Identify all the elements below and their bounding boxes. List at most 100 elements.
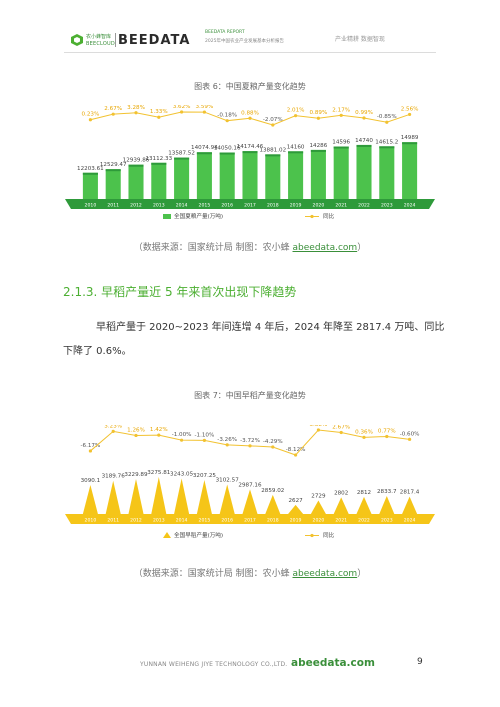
fig6-bar-top-2012 bbox=[128, 164, 144, 167]
fig6-value-label-2013: 13112.33 bbox=[145, 156, 172, 162]
fig7-yoy-point-2018 bbox=[271, 445, 275, 449]
fig7-tick-2019: 2019 bbox=[290, 518, 302, 524]
figure7-source: （数据来源：国家统计局 制图：农小蜂 abeedata.com） bbox=[0, 566, 500, 579]
fig6-bar-2019 bbox=[288, 151, 304, 199]
fig6-pct-label-2017: 0.88% bbox=[241, 110, 259, 116]
fig6-bar-2014 bbox=[174, 157, 190, 199]
page-header: 农小蜂智库 BEECLOUD BEEDATA BEEDATA REPORT 20… bbox=[0, 0, 500, 56]
fig6-tick-2015: 2015 bbox=[199, 203, 211, 209]
figure6-chart: 12203.61 2010 0.23% 12529.47 2011 2.67% 12939.… bbox=[65, 105, 435, 220]
figure6-source-prefix: （数据来源：国家统计局 制图：农小蜂 bbox=[133, 243, 293, 253]
fig6-pct-label-2023: -0.85% bbox=[377, 114, 397, 120]
fig6-tick-2019: 2019 bbox=[290, 203, 302, 209]
fig7-yoy-point-2013 bbox=[157, 433, 161, 437]
fig7-yoy-point-2014 bbox=[180, 438, 184, 442]
fig7-yoy-point-2015 bbox=[202, 438, 206, 442]
fig6-value-label-2015: 14074.94 bbox=[191, 145, 218, 151]
fig7-pct-label-2010: -6.17% bbox=[81, 443, 101, 449]
figure7-source-suffix: ） bbox=[357, 569, 367, 579]
figure6-source-link[interactable]: abeedata.com bbox=[292, 243, 358, 253]
paragraph-line-1: 早稻产量于 2020~2023 年间连增 4 年后，2024 年降至 2817.… bbox=[96, 322, 445, 333]
fig6-pct-label-2019: 2.01% bbox=[287, 108, 305, 114]
fig7-yoy-point-2010 bbox=[88, 449, 92, 453]
fig6-yoy-point-2011 bbox=[111, 112, 115, 116]
footer-site-link[interactable]: abeedata.com bbox=[291, 657, 375, 669]
fig7-pct-label-2023: 0.77% bbox=[378, 428, 396, 434]
page-number: 9 bbox=[417, 657, 423, 667]
fig6-tick-2010: 2010 bbox=[85, 203, 97, 209]
fig7-pct-label-2011: 3.23% bbox=[104, 425, 122, 429]
fig6-bar-2020 bbox=[310, 149, 326, 199]
paragraph-line-2: 下降了 0.6%。 bbox=[63, 346, 132, 357]
fig6-bar-2010 bbox=[82, 172, 98, 199]
fig6-yoy-point-2013 bbox=[157, 115, 161, 119]
fig7-bar-2012 bbox=[128, 479, 144, 514]
footer-company: YUNNAN WEIHENG JIYE TECHNOLOGY CO.,LTD. bbox=[140, 661, 288, 668]
fig7-legend-line-dot bbox=[310, 533, 314, 538]
fig6-pct-label-2015: 3.59% bbox=[196, 105, 214, 110]
fig6-value-label-2016: 14050.16 bbox=[214, 146, 241, 152]
fig6-pct-label-2024: 2.56% bbox=[401, 106, 419, 112]
fig7-tick-2021: 2021 bbox=[335, 518, 347, 524]
fig6-bar-top-2024 bbox=[402, 142, 418, 145]
fig6-tick-2011: 2011 bbox=[107, 203, 119, 209]
fig7-yoy-point-2021 bbox=[339, 430, 343, 435]
fig7-value-label-2019: 2627 bbox=[288, 498, 303, 504]
fig7-yoy-point-2011 bbox=[111, 429, 115, 433]
fig7-bar-2015 bbox=[196, 479, 212, 514]
fig7-yoy-point-2017 bbox=[248, 444, 252, 448]
fig6-value-label-2020: 14286 bbox=[310, 143, 328, 149]
fig7-value-label-2016: 3102.57 bbox=[216, 477, 240, 483]
beecloud-logo-icon bbox=[71, 34, 83, 46]
fig7-value-label-2022: 2812 bbox=[357, 490, 371, 496]
fig7-bar-2021 bbox=[333, 497, 349, 514]
fig7-pct-label-2021: 2.67% bbox=[332, 425, 350, 431]
fig7-tick-2020: 2020 bbox=[313, 518, 325, 524]
fig6-tick-2016: 2016 bbox=[221, 203, 233, 209]
fig6-pct-label-2014: 3.62% bbox=[173, 105, 191, 110]
fig6-value-label-2012: 12939.86 bbox=[123, 158, 150, 164]
fig7-value-label-2011: 3189.76 bbox=[102, 474, 126, 480]
fig6-yoy-point-2017 bbox=[248, 116, 252, 120]
fig6-value-label-2014: 13587.52 bbox=[168, 151, 195, 157]
fig7-tick-2010: 2010 bbox=[85, 518, 97, 524]
fig6-bar-top-2010 bbox=[82, 172, 98, 175]
fig6-bar-top-2017 bbox=[242, 151, 258, 154]
fig7-value-label-2018: 2859.02 bbox=[261, 488, 284, 494]
fig6-pct-label-2012: 3.28% bbox=[127, 105, 145, 111]
fig7-pct-label-2013: 1.42% bbox=[150, 427, 168, 433]
figure7-title: 图表 7：中国早稻产量变化趋势 bbox=[194, 391, 306, 400]
fig6-yoy-point-2015 bbox=[202, 110, 206, 114]
fig6-pct-label-2021: 2.17% bbox=[332, 107, 350, 113]
figure6-source-suffix: ） bbox=[357, 243, 367, 253]
fig6-bar-2024 bbox=[402, 142, 418, 199]
header-divider bbox=[64, 52, 436, 53]
fig6-legend-bar-swatch bbox=[163, 214, 171, 219]
fig6-bar-top-2018 bbox=[265, 154, 281, 157]
fig6-yoy-point-2018 bbox=[271, 123, 275, 127]
fig7-value-label-2023: 2833.7 bbox=[377, 489, 397, 495]
figure7-source-link[interactable]: abeedata.com bbox=[292, 569, 358, 579]
fig6-yoy-point-2020 bbox=[316, 116, 320, 120]
fig6-yoy-point-2014 bbox=[180, 110, 184, 114]
fig6-tick-2017: 2017 bbox=[244, 203, 256, 209]
fig7-yoy-point-2024 bbox=[408, 437, 412, 441]
fig6-bar-top-2011 bbox=[105, 169, 121, 172]
figure7-source-prefix: （数据来源：国家统计局 制图：农小蜂 bbox=[133, 569, 293, 579]
fig6-bar-top-2016 bbox=[219, 152, 235, 155]
report-title: BEEDATA REPORT bbox=[205, 30, 245, 35]
fig7-tick-2018: 2018 bbox=[267, 518, 279, 524]
fig7-bar-2024 bbox=[402, 496, 418, 514]
fig6-yoy-point-2012 bbox=[134, 111, 138, 115]
fig6-yoy-point-2010 bbox=[88, 118, 92, 122]
fig6-bar-2012 bbox=[128, 164, 144, 199]
fig7-pct-label-2019: -8.12% bbox=[286, 447, 306, 453]
fig6-pct-label-2011: 2.67% bbox=[104, 106, 122, 112]
fig6-value-label-2023: 14615.2 bbox=[375, 139, 398, 145]
logo-cn-text: 农小蜂智库 bbox=[86, 34, 112, 40]
fig6-bar-top-2021 bbox=[333, 146, 349, 149]
fig6-pct-label-2018: -2.07% bbox=[263, 117, 283, 123]
fig6-axis-strip bbox=[65, 199, 435, 209]
fig7-tick-2017: 2017 bbox=[244, 518, 256, 524]
report-subtitle: 2025年中国农业产业发展基本分析报告 bbox=[205, 39, 284, 44]
